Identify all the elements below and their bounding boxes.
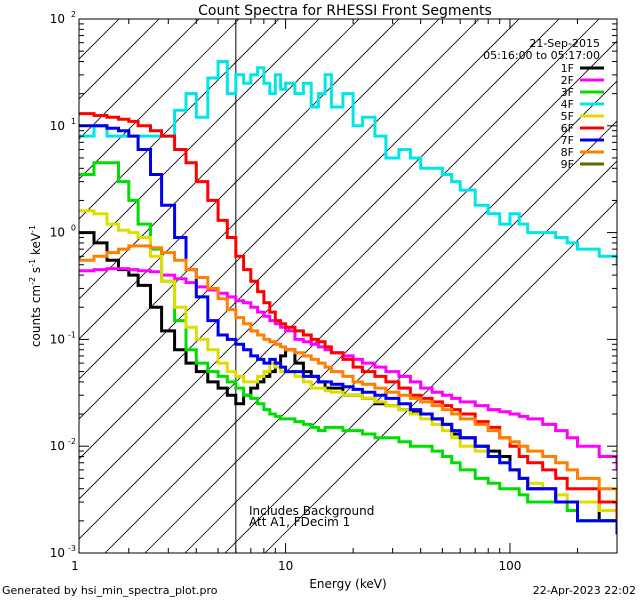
generated-by-label: Generated by hsi_min_spectra_plot.pro xyxy=(2,584,218,597)
legend-label-2F: 2F xyxy=(561,74,574,87)
hatch-line xyxy=(79,19,480,420)
legend-label-1F: 1F xyxy=(561,62,574,75)
time-range-label: 05:16:00 to 05:17:00 xyxy=(483,49,600,62)
legend-label-4F: 4F xyxy=(561,98,574,111)
y-axis-exp-energy: -1 xyxy=(28,225,37,233)
hatch-line xyxy=(79,19,360,300)
legend-label-5F: 5F xyxy=(561,110,574,123)
y-tick-exponent: 1 xyxy=(71,117,76,126)
hatch-line xyxy=(184,120,617,553)
hatch-line xyxy=(79,19,280,220)
y-axis-label-base: counts cm xyxy=(29,285,43,347)
y-axis-exp-area: -2 xyxy=(28,277,37,285)
hatch-line xyxy=(79,19,560,500)
y-tick-label: 10 xyxy=(50,119,65,133)
legend-label-8F: 8F xyxy=(561,146,574,159)
date-label: 21-Sep-2015 xyxy=(529,37,600,50)
series-line-4F xyxy=(79,60,617,265)
y-tick-exponent: -3 xyxy=(68,544,76,553)
series-layer xyxy=(79,60,617,535)
background-hatch-region xyxy=(79,19,617,553)
hatch-line xyxy=(79,19,520,460)
series-line-3F xyxy=(79,161,617,535)
chart-title: Count Spectra for RHESSI Front Segments xyxy=(198,3,492,19)
plot-frame xyxy=(78,18,618,554)
hatch-line xyxy=(104,40,617,553)
y-tick-label: 10 xyxy=(50,12,65,26)
hatch-line xyxy=(79,19,600,540)
y-axis-label: counts cm-2 s-1 keV-1 xyxy=(28,225,43,347)
hatch-line xyxy=(79,19,200,140)
series-line-7F xyxy=(79,124,617,535)
hatch-line xyxy=(79,19,240,180)
x-tick-label: 1 xyxy=(71,559,79,573)
y-tick-label: 10 xyxy=(50,439,65,453)
series-line-5F xyxy=(79,209,617,521)
series-line-1F xyxy=(79,231,617,535)
annotation-attenuator: Att A1, FDecim 1 xyxy=(249,515,350,529)
hatch-line xyxy=(264,200,617,553)
legend-label-7F: 7F xyxy=(561,134,574,147)
y-tick-label: 10 xyxy=(50,226,65,240)
timestamp-label: 22-Apr-2023 22:02 xyxy=(532,584,636,597)
y-tick-label: 10 xyxy=(50,332,65,346)
y-tick-exponent: 0 xyxy=(71,224,76,233)
x-axis-label: Energy (keV) xyxy=(309,577,386,591)
y-tick-exponent: -1 xyxy=(68,330,76,339)
hatch-line xyxy=(144,80,617,553)
axis-ticks xyxy=(79,19,618,554)
y-tick-label: 10 xyxy=(50,546,65,560)
hatch-line xyxy=(79,19,120,60)
hatch-line xyxy=(79,19,320,260)
legend-label-6F: 6F xyxy=(561,122,574,135)
hatch-line xyxy=(79,19,440,380)
y-tick-exponent: 2 xyxy=(71,10,76,19)
series-line-2F xyxy=(79,267,617,470)
x-tick-label: 100 xyxy=(499,559,522,573)
y-axis-exp-time: -1 xyxy=(28,259,37,267)
hatch-line xyxy=(224,160,617,553)
series-line-8F xyxy=(79,244,617,502)
legend-label-9F: 9F xyxy=(561,158,574,171)
y-tick-exponent: -2 xyxy=(68,437,76,446)
x-tick-label: 10 xyxy=(278,559,293,573)
legend-label-3F: 3F xyxy=(561,86,574,99)
annotation-background: Includes Background xyxy=(249,504,374,518)
